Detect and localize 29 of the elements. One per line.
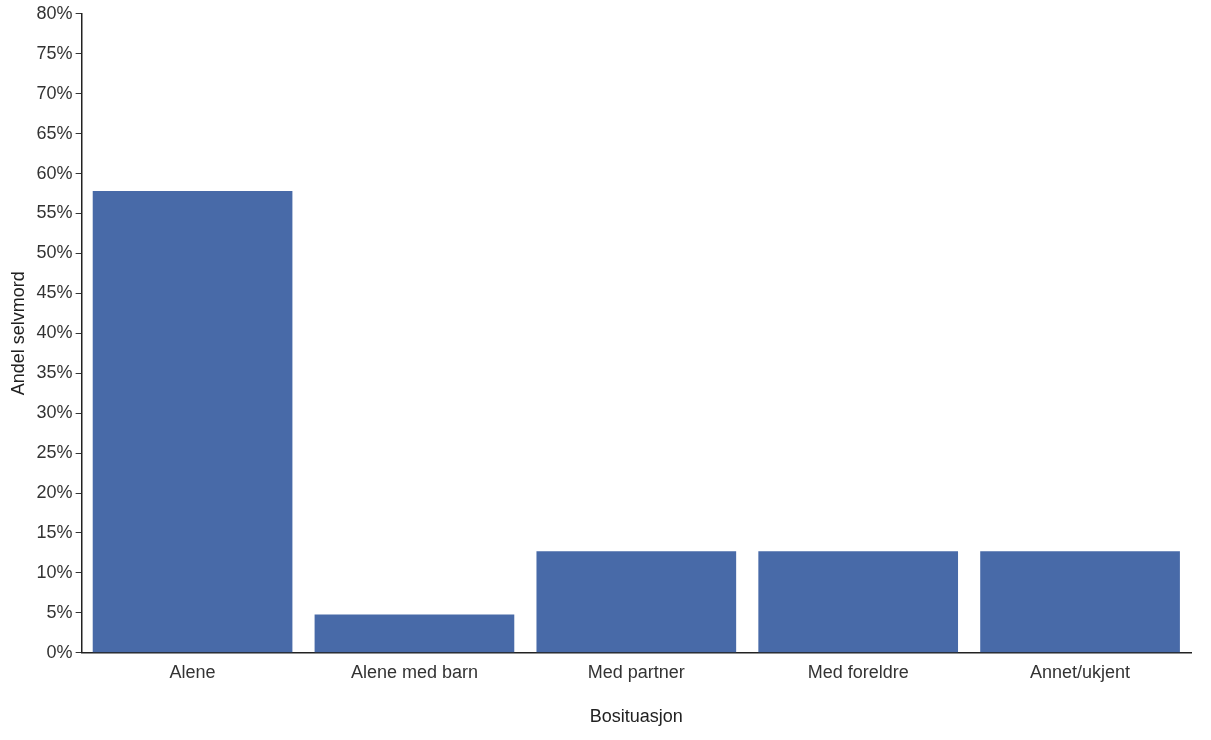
y-tick-label: 20% [36,482,73,503]
bar [980,551,1180,653]
y-tick-label: 80% [36,2,73,23]
y-tick-label: 5% [46,601,73,622]
bar [536,551,737,653]
y-axis-title: Andel selvmord [7,271,28,396]
y-tick-label: 70% [36,82,73,103]
x-tick-label: Alene med barn [350,661,478,682]
x-tick-label: Alene [169,661,216,682]
bar [92,191,293,653]
y-tick-label: 50% [36,242,73,263]
y-tick-label: 35% [36,362,73,383]
y-tick-label: 30% [36,402,73,423]
y-tick-label: 25% [36,442,73,463]
y-tick-label: 65% [36,122,73,143]
x-axis-title: Bosituasjon [589,706,683,727]
x-tick-label: Med foreldre [807,661,909,682]
bar [314,614,515,653]
y-tick-label: 75% [36,42,73,63]
y-tick-label: 60% [36,162,73,183]
y-tick-label: 0% [46,641,73,662]
x-tick-label: Med partner [587,661,685,682]
y-tick-label: 15% [36,521,73,542]
y-tick-label: 40% [36,322,73,343]
y-tick-label: 55% [36,202,73,223]
x-tick-label: Annet/ukjent [1030,661,1131,682]
bar [758,551,959,653]
y-tick-label: 10% [36,561,73,582]
y-tick-label: 45% [36,282,73,303]
